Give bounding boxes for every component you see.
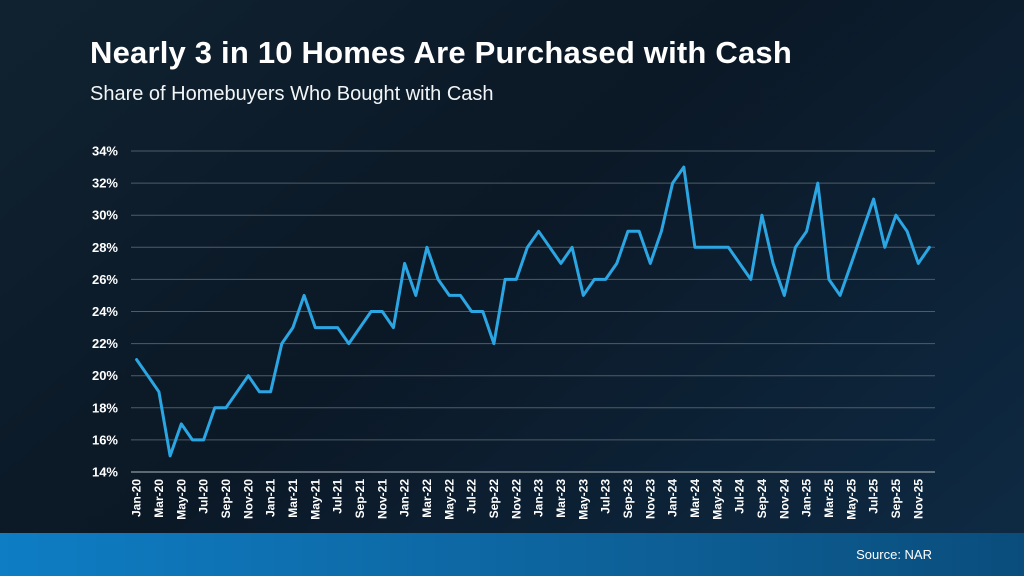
y-axis-tick-label: 28% [92, 240, 118, 255]
x-axis-tick-label: Jul-23 [599, 479, 613, 514]
y-axis-tick-label: 26% [92, 272, 118, 287]
footer-bar: Source: NAR [0, 533, 1024, 576]
x-axis-tick-label: May-24 [710, 479, 724, 520]
x-axis-tick-label: Jan-20 [130, 479, 144, 517]
x-axis-tick-label: Nov-24 [777, 479, 791, 519]
x-axis-tick-label: Mar-20 [152, 479, 166, 518]
y-axis-tick-label: 24% [92, 304, 118, 319]
slide-title: Nearly 3 in 10 Homes Are Purchased with … [90, 35, 792, 70]
x-axis-tick-label: Mar-24 [688, 479, 702, 518]
x-axis-tick-label: Sep-25 [889, 479, 903, 519]
x-axis-tick-label: Jan-21 [264, 479, 278, 517]
x-axis-tick-label: Sep-21 [353, 479, 367, 519]
y-axis-tick-label: 32% [92, 176, 118, 191]
y-axis-tick-label: 18% [92, 400, 118, 415]
slide-subtitle: Share of Homebuyers Who Bought with Cash [90, 83, 494, 105]
x-axis-tick-label: Nov-21 [375, 479, 389, 519]
y-axis-tick-label: 22% [92, 336, 118, 351]
y-axis-tick-label: 16% [92, 432, 118, 447]
x-axis-tick-label: Jan-22 [398, 479, 412, 517]
x-axis-tick-label: Jul-20 [197, 479, 211, 514]
x-axis-tick-label: Jul-21 [331, 479, 345, 514]
x-axis-tick-label: Jan-23 [532, 479, 546, 517]
x-axis-tick-label: Nov-25 [911, 479, 925, 519]
x-axis-tick-label: May-25 [844, 479, 858, 520]
x-axis-tick-label: May-20 [174, 479, 188, 520]
cash-share-line [135, 165, 931, 458]
x-axis-tick-label: Mar-21 [286, 479, 300, 518]
x-axis-tick-label: Nov-23 [643, 479, 657, 519]
x-axis-tick-label: Mar-23 [554, 479, 568, 518]
x-axis-tick-label: May-23 [576, 479, 590, 520]
x-axis-tick-label: Nov-20 [241, 479, 255, 519]
x-axis-tick-label: Mar-25 [822, 479, 836, 518]
x-axis-tick-label: Jul-24 [733, 479, 747, 514]
x-axis-tick-label: Nov-22 [509, 479, 523, 519]
y-axis-tick-label: 34% [92, 144, 118, 159]
x-axis-tick-label: May-21 [308, 479, 322, 520]
y-axis-tick-label: 20% [92, 368, 118, 383]
y-axis-tick-label: 14% [92, 465, 118, 480]
x-axis-tick-label: Sep-24 [755, 479, 769, 519]
y-axis-tick-label: 30% [92, 208, 118, 223]
x-axis-tick-label: Sep-23 [621, 479, 635, 519]
x-axis-tick-label: Jul-25 [867, 479, 881, 514]
source-label: Source: NAR [856, 547, 932, 562]
x-axis-tick-label: May-22 [442, 479, 456, 520]
x-axis-tick-label: Sep-22 [487, 479, 501, 519]
x-axis-tick-label: Mar-22 [420, 479, 434, 518]
x-axis-tick-label: Sep-20 [219, 479, 233, 519]
x-axis-tick-label: Jan-25 [800, 479, 814, 517]
x-axis-tick-label: Jul-22 [465, 479, 479, 514]
x-axis-tick-label: Jan-24 [666, 479, 680, 517]
